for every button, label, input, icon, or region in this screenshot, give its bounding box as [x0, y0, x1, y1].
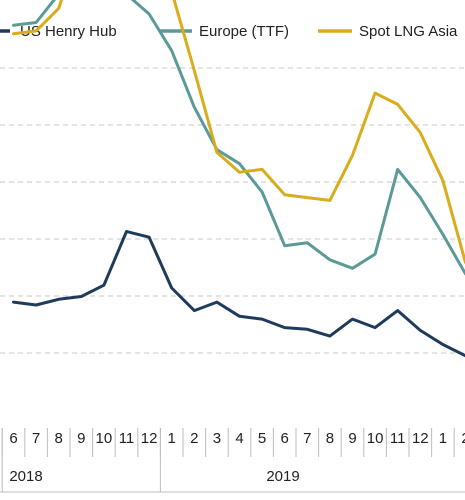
series-line-us-henry-hub	[12, 230, 465, 358]
chart-legend: US Henry Hub Europe (TTF) Spot LNG Asia	[0, 23, 458, 40]
x-tick-label: 3	[213, 430, 221, 447]
x-tick-label: 10	[96, 430, 113, 447]
x-tick-label: 12	[141, 430, 158, 447]
x-tick-label: 6	[9, 430, 17, 447]
legend-label-europe-ttf: Europe (TTF)	[199, 23, 289, 40]
legend-label-us-henry-hub: US Henry Hub	[20, 23, 117, 40]
x-tick-label: 8	[55, 430, 63, 447]
legend-label-spot-lng-asia: Spot LNG Asia	[359, 23, 458, 40]
x-tick-label: 12	[412, 430, 429, 447]
x-tick-label: 7	[32, 430, 40, 447]
x-tick-label: 7	[303, 430, 311, 447]
x-tick-label: 1	[168, 430, 176, 447]
series-line-spot-lng-asia	[12, 0, 465, 265]
x-tick-label: 11	[390, 430, 406, 447]
x-tick-label: 9	[348, 430, 356, 447]
x-axis: 678910111212345678910111212320182019	[0, 428, 465, 493]
x-year-label-2018: 2018	[9, 468, 42, 485]
x-tick-label: 4	[235, 430, 243, 447]
series-layer	[12, 0, 465, 358]
x-tick-label: 5	[258, 430, 266, 447]
x-year-label-2019: 2019	[266, 468, 299, 485]
x-tick-label: 10	[367, 430, 384, 447]
x-tick-label: 6	[281, 430, 289, 447]
x-tick-label: 2	[190, 430, 198, 447]
series-line-europe-ttf	[12, 0, 465, 276]
x-tick-label: 11	[119, 430, 135, 447]
x-tick-label: 8	[326, 430, 334, 447]
x-tick-label: 9	[77, 430, 85, 447]
x-tick-label: 2	[461, 430, 465, 447]
x-tick-label: 1	[439, 430, 447, 447]
gridlines	[0, 67, 465, 354]
